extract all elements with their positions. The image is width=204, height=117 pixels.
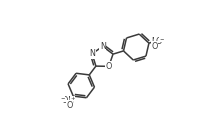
Text: O: O	[155, 37, 162, 46]
Text: N: N	[99, 42, 105, 51]
Text: O: O	[66, 101, 73, 110]
Text: +: +	[154, 37, 159, 42]
Text: −: −	[60, 96, 64, 101]
Text: O: O	[151, 42, 157, 51]
Text: N: N	[67, 96, 72, 105]
Text: N: N	[89, 49, 95, 58]
Text: O: O	[105, 62, 111, 71]
Text: −: −	[159, 37, 163, 42]
Text: +: +	[70, 96, 74, 101]
Text: N: N	[151, 37, 157, 46]
Text: O: O	[62, 96, 68, 105]
